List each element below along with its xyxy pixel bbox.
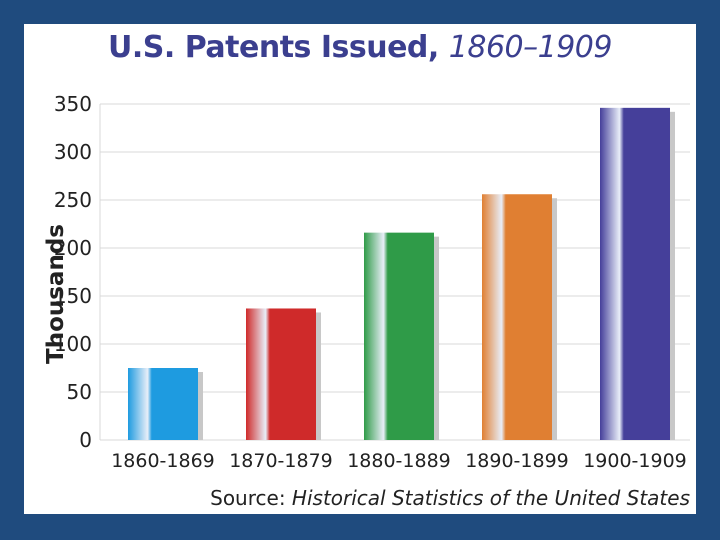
bar-1900-1909	[600, 107, 670, 440]
chart-title: U.S. Patents Issued, 1860–1909	[24, 30, 696, 65]
x-tick-label: 1870-1879	[229, 450, 333, 472]
y-tick-labels: 0 50 100 150 200 250 300 350	[54, 92, 92, 452]
x-tick-label: 1900-1909	[583, 450, 687, 472]
y-tick-label: 200	[54, 236, 92, 260]
source-title: Historical Statistics of the United Stat…	[291, 486, 690, 510]
x-tick-label: 1860-1869	[111, 450, 215, 472]
bar-1890-1899	[482, 194, 552, 440]
source-note: Source: Historical Statistics of the Uni…	[24, 486, 690, 510]
y-tick-label: 250	[54, 188, 92, 212]
x-tick-label: 1890-1899	[465, 450, 569, 472]
y-tick-label: 150	[54, 284, 92, 308]
bar-chart: 0 50 100 150 200 250 300 350 1860-1869 1870-1879…	[54, 92, 690, 472]
bars	[128, 107, 675, 440]
y-tick-label: 100	[54, 332, 92, 356]
x-tick-labels: 1860-1869 1870-1879 1880-1889 1890-1899 1900…	[111, 450, 687, 472]
bar-1870-1879	[246, 308, 316, 440]
x-tick-label: 1880-1889	[347, 450, 451, 472]
y-tick-label: 50	[67, 380, 92, 404]
y-tick-label: 0	[79, 428, 92, 452]
chart-title-main: U.S. Patents Issued,	[108, 30, 439, 65]
bar-1880-1889	[364, 232, 434, 440]
bar-1860-1869	[128, 368, 198, 440]
chart-panel: U.S. Patents Issued, 1860–1909 Thousands…	[24, 24, 696, 514]
chart-title-years: 1860–1909	[448, 30, 613, 65]
source-prefix: Source:	[210, 486, 292, 510]
y-tick-label: 350	[54, 92, 92, 116]
y-tick-label: 300	[54, 140, 92, 164]
